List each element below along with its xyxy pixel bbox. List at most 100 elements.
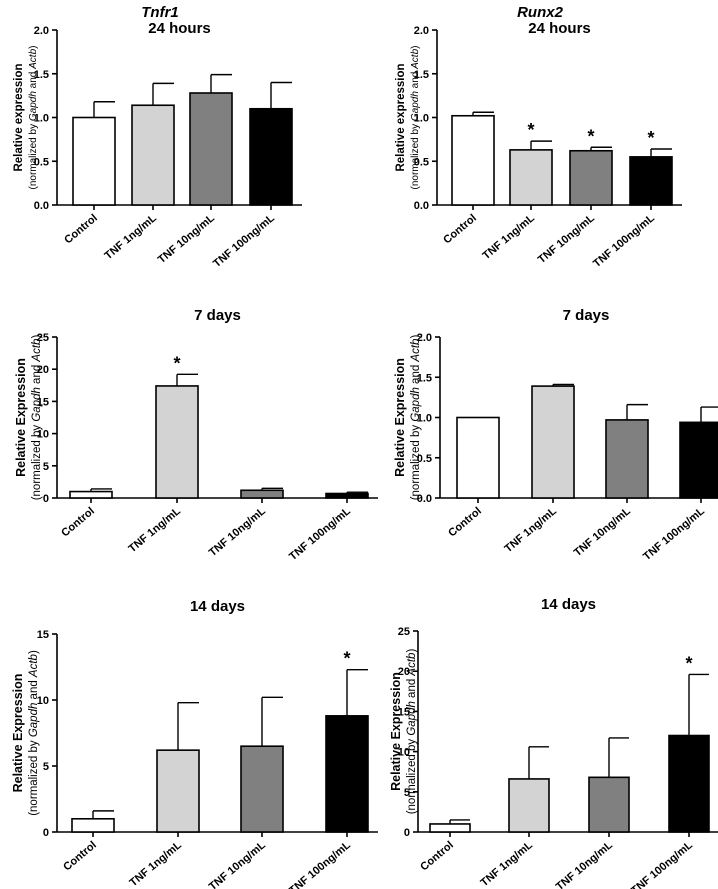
gene-label-runx2: Runx2: [517, 4, 564, 21]
chart-title-runx2-7d: 7 days: [563, 307, 610, 324]
y-tick-label-tnfr1-7d: 10: [37, 429, 49, 441]
y-tick-label-runx2-14d: 10: [398, 747, 410, 759]
y-tick-label-runx2-7d: 0.0: [417, 493, 432, 505]
y-tick-label-tnfr1-7d: 20: [37, 364, 49, 376]
bar-tnfr1-24h-3: [249, 107, 293, 206]
category-label-runx2-14d-2: TNF 10ng/mL: [554, 839, 615, 889]
y-tick-label-tnfr1-24h: 1.0: [34, 113, 49, 125]
significance-star-tnfr1-14d-3: *: [343, 649, 350, 669]
y-tick-label-runx2-14d: 5: [404, 787, 410, 799]
bar-tnfr1-7d-3: [325, 492, 369, 499]
y-tick-label-runx2-24h: 0.5: [414, 156, 429, 168]
bar-runx2-14d-0: [429, 823, 471, 833]
chart-title-tnfr1-14d: 14 days: [190, 598, 245, 615]
bar-runx2-14d-1: [508, 778, 550, 833]
bar-runx2-7d-0: [456, 416, 500, 499]
significance-star-runx2-24h-2: *: [587, 126, 594, 146]
chart-tnfr1-14d: 14 days 0 5 10 15 Relative Expression (normali…: [11, 598, 378, 889]
y-tick-label-runx2-7d: 1.0: [417, 413, 432, 425]
y-tick-label-tnfr1-24h: 2.0: [34, 25, 49, 37]
category-label-runx2-14d-1: TNF 1ng/mL: [479, 839, 536, 889]
category-label-tnfr1-24h-3: TNF 100ng/mL: [211, 212, 277, 270]
bar-runx2-7d-1: [531, 385, 575, 499]
y-tick-label-tnfr1-7d: 5: [43, 461, 49, 473]
category-label-tnfr1-24h-2: TNF 10ng/mL: [156, 212, 217, 266]
chart-tnfr1-7d: 7 days 0 5 10 15 20 25 Relative Expression (norm…: [14, 307, 378, 563]
category-label-tnfr1-24h-0: Control: [62, 212, 100, 246]
category-label-tnfr1-7d-1: TNF 1ng/mL: [127, 505, 184, 555]
category-label-runx2-7d-2: TNF 10ng/mL: [572, 505, 633, 559]
chart-panels: 24 hours 0.0 0.5 1.0 1.5 2.0 Relative expressi…: [11, 20, 718, 889]
category-label-tnfr1-24h-1: TNF 1ng/mL: [103, 212, 160, 262]
category-label-tnfr1-14d-1: TNF 1ng/mL: [128, 839, 185, 889]
category-label-runx2-24h-0: Control: [441, 212, 479, 246]
category-label-runx2-7d-3: TNF 100ng/mL: [641, 505, 707, 563]
y-axis-sublabel-runx2-7d: (normalized by Gapdh and Actb): [410, 335, 422, 501]
y-tick-label-runx2-7d: 1.5: [417, 372, 432, 384]
y-tick-label-tnfr1-24h: 1.5: [34, 69, 49, 81]
y-axis-sublabel-tnfr1-24h: (normalized by Gapdh and Actb): [28, 46, 39, 190]
bar-tnfr1-7d-0: [69, 490, 113, 499]
chart-tnfr1-24h: 24 hours 0.0 0.5 1.0 1.5 2.0 Relative expressi…: [13, 20, 302, 270]
category-label-runx2-14d-0: Control: [418, 839, 456, 873]
y-axis-label-tnfr1-24h: Relative expression: [13, 63, 25, 171]
significance-star-runx2-24h-3: *: [647, 128, 654, 148]
category-label-runx2-7d-1: TNF 1ng/mL: [503, 505, 560, 555]
bar-tnfr1-24h-2: [189, 92, 233, 206]
y-axis-label-runx2-7d: Relative Expression: [393, 358, 407, 477]
bar-runx2-14d-3: [668, 734, 710, 833]
y-axis-label-tnfr1-14d: Relative Expression: [11, 674, 25, 793]
y-tick-label-tnfr1-14d: 10: [37, 695, 49, 707]
y-tick-label-runx2-14d: 25: [398, 626, 410, 638]
y-axis-label-runx2-24h: Relative expression: [395, 63, 407, 171]
bar-tnfr1-24h-0: [72, 116, 116, 206]
bar-tnfr1-14d-3: [325, 715, 369, 833]
y-tick-label-runx2-24h: 0.0: [414, 200, 429, 212]
chart-runx2-24h: 24 hours 0.0 0.5 1.0 1.5 2.0 Relative expressi…: [395, 20, 682, 270]
y-axis-sublabel-tnfr1-14d: (normalized by Gapdh and Actb): [28, 650, 40, 816]
bar-tnfr1-14d-2: [240, 745, 284, 833]
category-label-tnfr1-14d-2: TNF 10ng/mL: [207, 839, 268, 889]
significance-star-tnfr1-7d-1: *: [173, 353, 180, 373]
bar-tnfr1-7d-1: [155, 385, 199, 499]
bar-tnfr1-24h-1: [131, 104, 175, 206]
y-axis-sublabel-tnfr1-7d: (normalized by Gapdh and Actb): [31, 335, 43, 501]
category-label-tnfr1-7d-2: TNF 10ng/mL: [207, 505, 268, 559]
y-axis-sublabel-runx2-14d: (normalized by Gapdh and Actb): [406, 649, 418, 815]
bar-runx2-24h-0: [451, 114, 495, 206]
gene-label-tnfr1: Tnfr1: [141, 4, 179, 21]
category-label-runx2-24h-2: TNF 10ng/mL: [536, 212, 597, 266]
chart-title-tnfr1-7d: 7 days: [194, 307, 241, 324]
category-label-runx2-14d-3: TNF 100ng/mL: [629, 839, 695, 889]
bar-tnfr1-14d-0: [71, 817, 115, 833]
y-tick-label-runx2-7d: 2.0: [417, 332, 432, 344]
chart-title-runx2-24h: 24 hours: [528, 20, 591, 37]
y-tick-label-runx2-14d: 15: [398, 706, 410, 718]
significance-star-runx2-24h-1: *: [527, 120, 534, 140]
category-label-tnfr1-7d-0: Control: [59, 505, 97, 539]
bar-runx2-24h-1: [509, 149, 553, 206]
category-label-runx2-7d-0: Control: [446, 505, 484, 539]
y-tick-label-runx2-7d: 0.5: [417, 453, 432, 465]
category-label-tnfr1-14d-0: Control: [61, 839, 99, 873]
chart-runx2-14d: 14 days 0 5 10 15 20 25 Relative Expression (nor…: [389, 596, 718, 889]
y-tick-label-runx2-24h: 1.5: [414, 69, 429, 81]
y-tick-label-runx2-24h: 2.0: [414, 25, 429, 37]
category-label-runx2-24h-3: TNF 100ng/mL: [591, 212, 657, 270]
y-tick-label-tnfr1-24h: 0.5: [34, 156, 49, 168]
bar-runx2-24h-2: [569, 149, 613, 206]
y-tick-label-tnfr1-14d: 15: [37, 629, 49, 641]
chart-runx2-7d: 7 days 0.0 0.5 1.0 1.5 2.0 Relative Expression…: [393, 307, 718, 563]
bar-runx2-14d-2: [588, 776, 630, 833]
chart-title-runx2-14d: 14 days: [541, 596, 596, 613]
bar-runx2-7d-3: [679, 421, 718, 499]
y-tick-label-tnfr1-14d: 5: [43, 761, 49, 773]
y-tick-label-tnfr1-14d: 0: [43, 827, 49, 839]
category-label-runx2-24h-1: TNF 1ng/mL: [481, 212, 538, 262]
y-tick-label-runx2-24h: 1.0: [414, 113, 429, 125]
y-axis-label-runx2-14d: Relative Expression: [389, 672, 403, 791]
y-tick-label-runx2-14d: 20: [398, 666, 410, 678]
y-tick-label-tnfr1-24h: 0.0: [34, 200, 49, 212]
bar-runx2-7d-2: [605, 419, 649, 499]
